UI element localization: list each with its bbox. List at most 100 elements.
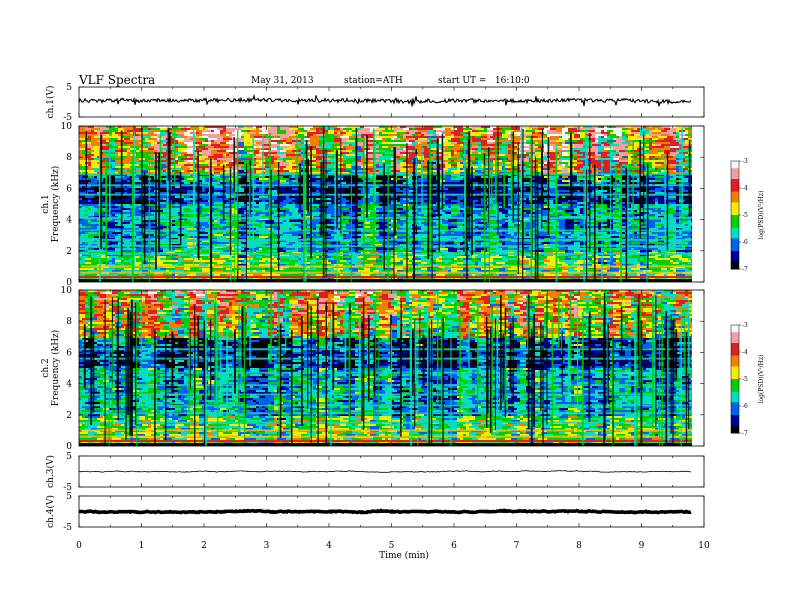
ch1-spectrogram-cell [250,210,253,212]
ch1-spectrogram-cell [394,152,400,154]
ch1-spectrogram-cell [385,176,394,178]
ch1-spectrogram-cell [526,170,529,172]
ch1-spectrogram-cell [379,214,382,216]
ch1-spectrogram-cell [535,148,544,150]
ch1-spectrogram-cell [280,128,289,130]
ch1-spectrogram-cell [508,152,517,154]
ch1-spectrogram-cell [187,190,196,192]
ch1-spectrogram-cell [646,136,652,138]
ch1-spectrogram-cell [517,162,523,164]
ch1-spectrogram-cell [280,140,286,142]
ch1-spectrogram-cell [532,128,538,130]
ch1-spectrogram-cell [655,180,661,182]
ch1-spectrogram-cell [565,178,568,180]
ch1-spectrogram-cell [556,206,562,208]
ch1-spectrogram-cell [295,158,304,160]
ch1-spectrogram-cell [397,162,400,164]
ch1-spectrogram-cell [211,152,220,154]
ch1-spectrogram-cell [169,140,178,142]
ch1-spectrogram-cell [646,150,649,152]
ch1-spectrogram-cell [505,216,508,218]
ch1-spectrogram-cell [571,136,574,138]
ch1-spectrogram-cell [148,148,154,150]
ch1-spectrogram-cell [508,202,514,204]
ch1-spectrogram-cell [241,200,250,202]
ch1-spectrogram-cell [685,164,692,166]
ch1-spectrogram-cell [199,152,202,154]
ch1-spectrogram-cell [277,152,286,154]
ch1-spectrogram-cell [451,176,457,178]
ch1-spectrogram-cell [307,156,313,158]
ch1-spectrogram-cell [334,128,340,130]
ch1-spectrogram-cell [97,220,100,222]
ch1-spectrogram-cell [523,126,529,128]
ch1-spectrogram-cell [160,142,163,144]
ch1-spectrogram-cell [160,188,166,190]
ch1-spectrogram-cell [394,166,403,168]
ch1-spectrogram-cell [316,190,319,192]
ch1-spectrogram-cell [358,212,364,214]
ch1-spectrogram-cell [112,212,121,214]
ch1-spectrogram-cell [289,126,298,128]
ch1-spectrogram-cell [247,148,250,150]
ch1-spectrogram-cell [544,172,550,174]
ch1-spectrogram-cell [328,154,337,156]
ch1-spectrogram-cell [127,192,133,194]
ch1-spectrogram-cell [469,166,478,168]
ch1-spectrogram-cell [91,208,97,210]
ch1-spectrogram-cell [535,212,538,214]
ch1-spectrogram-cell [538,162,544,164]
ch1-spectrogram-cell [265,158,271,160]
ch1-spectrogram-cell [565,132,574,134]
ch1-spectrogram-cell [226,148,235,150]
ch1-spectrogram-cell [577,164,583,166]
ch1-spectrogram-cell [265,220,274,222]
ch1-spectrogram-cell [178,150,184,152]
ch1-spectrogram-cell [148,166,154,168]
ch1-spectrogram-cell [244,170,247,172]
ch1-spectrogram-cell [685,160,692,162]
ch1-spectrogram-cell [460,140,463,142]
ch1-spectrogram-cell [388,198,397,200]
ch1-spectrogram-cell [670,188,673,190]
ch1-spectrogram-cell [118,172,121,174]
ch1-spectrogram-cell [559,158,565,160]
ch1-spectrogram-cell [181,154,184,156]
ch1-spectrogram-cell [505,198,508,200]
ch1-spectrogram-cell [253,140,262,142]
ch1-spectrogram-cell [475,128,484,130]
ch1-spectrogram-cell [97,156,100,158]
ch1-spectrogram-cell [577,220,586,222]
ch1-spectrogram-cell [571,186,580,188]
ch1-spectrogram-cell [397,198,400,200]
ch1-spectrogram-cell [514,192,517,194]
ch1-spectrogram-cell [163,208,169,210]
ch1-spectrogram-cell [355,156,361,158]
ch1-spectrogram-cell [475,176,481,178]
ch1-spectrogram-cell [151,136,154,138]
ch1-spectrogram-cell [493,160,502,162]
ch1-spectrogram-cell [643,126,646,128]
ch1-spectrogram-cell [367,172,373,174]
ch1-spectrogram-cell [370,146,373,148]
ch1-spectrogram-cell [568,164,577,166]
ch1-spectrogram-cell [682,214,688,216]
ch1-spectrogram-cell [349,172,352,174]
ch1-spectrogram-cell [226,130,229,132]
ch1-spectrogram-cell [673,216,676,218]
ch1-spectrogram-cell [673,156,676,158]
ch1-spectrogram-cell [580,158,583,160]
ch1-spectrogram-cell [244,190,250,192]
ch1-spectrogram-cell [94,160,100,162]
ch1-spectrogram-cell [682,158,685,160]
ch1-spectrogram-cell [382,160,385,162]
ch1-spectrogram-cell [229,126,235,128]
ch1-spectrogram-cell [295,196,301,198]
ch1-spectrogram-cell [469,216,472,218]
ch1-spectrogram-cell [196,132,199,134]
ch1-spectrogram-cell [685,200,692,202]
ch1-spectrogram-cell [274,168,280,170]
ch1-spectrogram-cell [604,168,610,170]
ch1-spectrogram-cell [346,176,349,178]
ch1-spectrogram-cell [172,144,181,146]
